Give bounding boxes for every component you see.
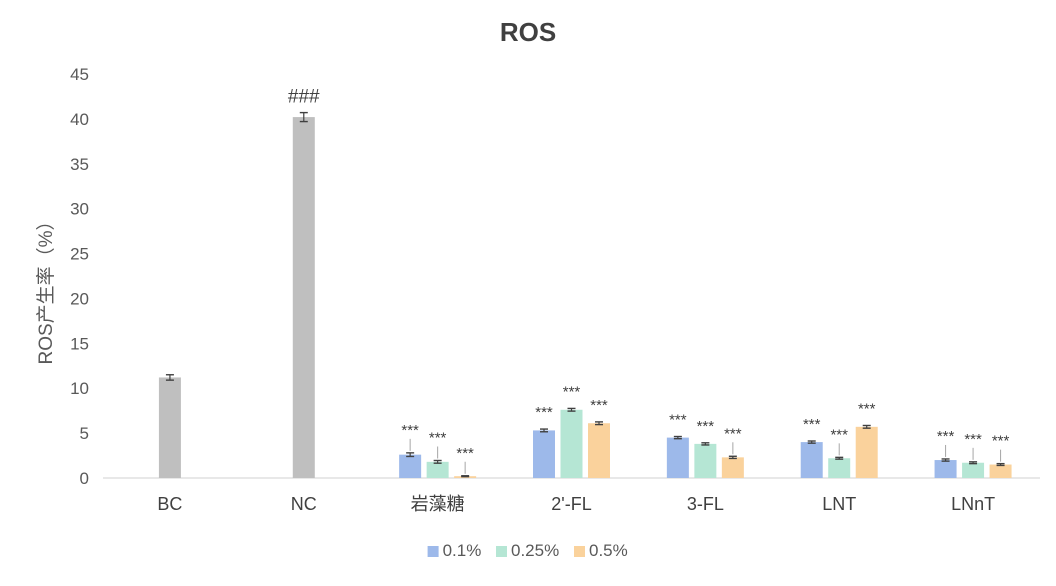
error-bar bbox=[996, 462, 1005, 467]
error-bar bbox=[835, 456, 844, 460]
error-bar bbox=[540, 428, 548, 433]
significance-label: *** bbox=[590, 397, 608, 414]
x-category-label: 3-FL bbox=[687, 494, 724, 514]
bar-0.5% bbox=[989, 464, 1012, 478]
bar-0.1% bbox=[934, 460, 957, 478]
error-bar bbox=[595, 421, 603, 426]
error-bar bbox=[701, 442, 710, 446]
error-bar bbox=[862, 424, 871, 429]
bar-0.25% bbox=[560, 409, 583, 478]
significance-label: *** bbox=[803, 416, 821, 433]
significance-label: *** bbox=[830, 426, 848, 443]
y-tick-label: 25 bbox=[70, 245, 89, 264]
legend-label: 0.5% bbox=[589, 541, 628, 560]
bar-0.25% bbox=[828, 458, 851, 478]
significance-label: ### bbox=[288, 87, 320, 108]
legend-swatch bbox=[496, 546, 507, 557]
error-bar-bc bbox=[165, 374, 174, 381]
legend: 0.1% 0.25% 0.5% bbox=[427, 541, 628, 560]
error-bar bbox=[461, 475, 470, 478]
y-tick-label: 15 bbox=[70, 334, 89, 353]
x-category-label: BC bbox=[157, 494, 182, 514]
significance-label: *** bbox=[669, 412, 687, 429]
legend-label: 0.1% bbox=[443, 541, 482, 560]
bar-0.1% bbox=[533, 430, 555, 478]
significance-label: *** bbox=[724, 425, 742, 442]
y-tick-label: 35 bbox=[70, 155, 89, 174]
error-bar bbox=[969, 461, 978, 465]
x-category-label: LNnT bbox=[951, 494, 995, 514]
bar-0.1% bbox=[666, 437, 689, 478]
error-bar bbox=[673, 435, 682, 440]
x-category-label: NC bbox=[291, 494, 317, 514]
bar-0.25% bbox=[426, 461, 449, 478]
significance-label: *** bbox=[937, 428, 955, 445]
error-bar bbox=[728, 455, 737, 460]
y-tick-label: 40 bbox=[70, 110, 89, 129]
significance-label: *** bbox=[456, 445, 474, 462]
error-bar bbox=[433, 459, 442, 464]
y-tick-label: 5 bbox=[80, 424, 89, 443]
error-bar bbox=[567, 407, 576, 412]
y-tick-label: 10 bbox=[70, 379, 89, 398]
bar-0.25% bbox=[694, 443, 717, 478]
legend-swatch bbox=[574, 546, 585, 557]
significance-label: *** bbox=[992, 433, 1010, 450]
bar-0.5% bbox=[588, 423, 610, 478]
bar-0.1% bbox=[399, 454, 422, 478]
y-axis-label: ROS产生率（%） bbox=[35, 211, 57, 364]
bar-0.5% bbox=[855, 426, 878, 478]
bar-nc bbox=[292, 117, 315, 479]
significance-label: *** bbox=[563, 383, 581, 400]
legend-swatch bbox=[427, 546, 439, 557]
error-bar bbox=[406, 452, 415, 458]
y-tick-label: 0 bbox=[80, 469, 89, 488]
x-category-label: LNT bbox=[822, 494, 856, 514]
significance-label: *** bbox=[429, 429, 447, 446]
bar-0.1% bbox=[800, 442, 823, 478]
y-tick-label: 45 bbox=[70, 65, 89, 84]
plot-area: 0 5 10 15 20 25 30 35 40 45 BC NC 岩藻糖 2'-FL 3-FL LNT LNn… bbox=[70, 65, 1040, 514]
x-category-label: 2'-FL bbox=[551, 494, 591, 514]
bar-0.5% bbox=[721, 457, 744, 478]
significance-label: *** bbox=[697, 418, 715, 435]
y-tick-label: 20 bbox=[70, 289, 89, 308]
legend-label: 0.25% bbox=[511, 541, 559, 560]
x-category-label: 岩藻糖 bbox=[411, 494, 465, 514]
chart-title: ROS bbox=[500, 17, 556, 47]
significance-label: *** bbox=[858, 400, 876, 417]
error-bar-nc bbox=[299, 111, 308, 123]
significance-label: *** bbox=[401, 422, 419, 439]
error-bar bbox=[941, 458, 950, 462]
significance-label: *** bbox=[535, 404, 553, 421]
y-tick-label: 30 bbox=[70, 200, 89, 219]
error-bar bbox=[807, 440, 816, 444]
bar-0.25% bbox=[962, 462, 985, 478]
significance-label: *** bbox=[964, 431, 982, 448]
bar-bc bbox=[158, 377, 181, 478]
